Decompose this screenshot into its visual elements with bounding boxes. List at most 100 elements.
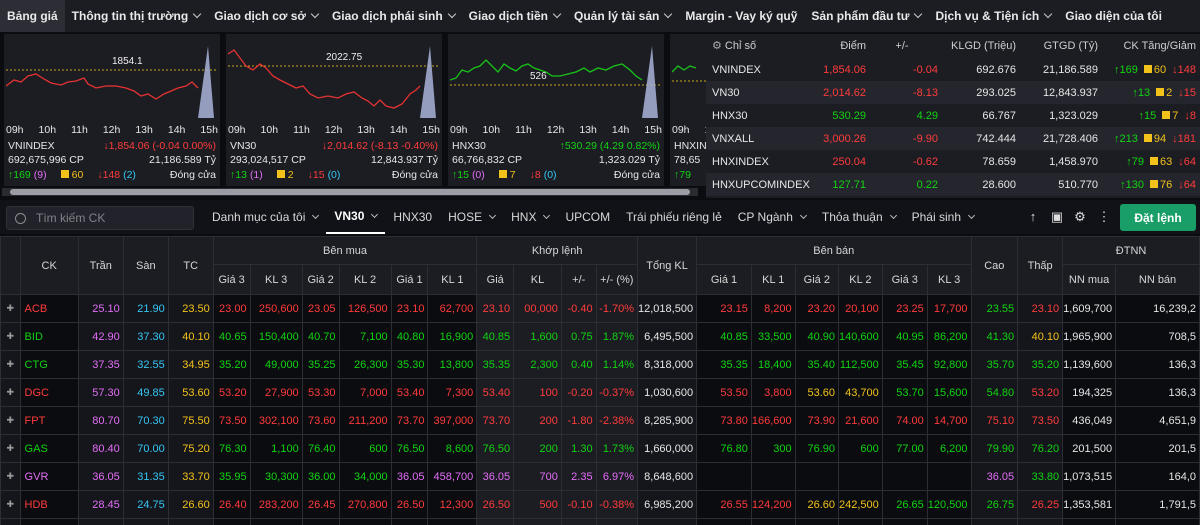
table-row[interactable]: ✚ HDB 28.45 24.75 26.60 26.40 283,200 26.45 270,… [0, 490, 1200, 519]
pin-icon[interactable]: ✚ [0, 434, 21, 463]
subheader-col[interactable]: KL [513, 264, 562, 295]
subheader-col[interactable]: KL 2 [838, 264, 883, 295]
subheader-col[interactable]: Giá 1 [696, 264, 752, 295]
place-order-button[interactable]: Đặt lệnh [1120, 204, 1196, 231]
pin-icon[interactable]: ✚ [0, 350, 21, 379]
col-ck[interactable]: CK [19, 236, 79, 295]
menu-item-0[interactable]: Bảng giá [0, 0, 65, 32]
breadth-down: ↓181 [1172, 132, 1196, 145]
index-row-vn30[interactable]: VN30 2,014.62 -8.13 293.025 12,843.937 ↑13 2 ↓1… [706, 81, 1200, 104]
tab-7[interactable]: CP Ngành [730, 200, 814, 234]
index-value: 12,843.937 [1042, 86, 1098, 99]
time-axis: 09h 10h 11h 12h 13h 14h 15h [6, 124, 218, 136]
menu-item-5[interactable]: Quản lý tài sản [567, 0, 678, 32]
subheader-col[interactable]: KL 3 [926, 264, 972, 295]
total-volume: 6,495,500 [637, 322, 698, 351]
tab-2[interactable]: HNX30 [385, 200, 440, 234]
index-row-vnxall[interactable]: VNXALL 3,000.26 -9.90 742.444 21,728.406 ↑213… [706, 127, 1200, 150]
table-row[interactable]: ✚ CTG 37.35 32.55 34.95 35.20 49,000 35.25 26,30… [0, 350, 1200, 379]
subheader-col[interactable]: Giá 1 [390, 264, 429, 295]
tab-6[interactable]: Trái phiếu riêng lẻ [618, 200, 730, 234]
subheader-col[interactable]: Giá 2 [301, 264, 340, 295]
excel-icon[interactable]: ▣ [1050, 209, 1064, 224]
subheader-col[interactable]: Giá 3 [881, 264, 928, 295]
menu-item-4[interactable]: Giao dịch tiền [462, 0, 567, 32]
menu-item-3[interactable]: Giao dịch phái sinh [325, 0, 462, 32]
menu-item-7[interactable]: Sản phẩm đầu tư [804, 0, 928, 32]
table-row[interactable]: ✚HPG29.6525.8527.7527.50516,60027.55880,… [0, 518, 1200, 525]
index-row-hnxindex[interactable]: HNXINDEX 250.04 -0.62 78.659 1,458.970 ↑79 63 ↓… [706, 150, 1200, 173]
subheader-col[interactable]: KL 3 [249, 264, 303, 295]
subheader-col[interactable]: Giá [476, 264, 515, 295]
pin-icon[interactable]: ✚ [0, 294, 21, 323]
pin-icon[interactable]: ✚ [0, 462, 21, 491]
menu-item-1[interactable]: Thông tin thị trường [65, 0, 208, 32]
bid-price-3: 35.20 [212, 350, 251, 379]
subheader-col[interactable]: KL 1 [750, 264, 796, 295]
settings-icon[interactable]: ⚙ [712, 40, 725, 52]
group-foreign[interactable]: ĐTNN [1062, 236, 1200, 265]
sort-up-icon[interactable]: ↑ [1029, 209, 1037, 224]
pin-icon[interactable]: ✚ [0, 322, 21, 351]
pin-icon[interactable]: ✚ [0, 518, 21, 525]
pin-icon[interactable]: ✚ [0, 490, 21, 519]
breadth-dn-floor: (0) [327, 169, 341, 181]
col-high[interactable]: Cao [970, 236, 1019, 295]
chart-card-vn30[interactable]: 2022.75 09h 10h 11h 12h 13h 14h 15h VN30 ↓2,014.6… [226, 34, 442, 186]
pin-icon[interactable]: ✚ [0, 378, 21, 407]
tab-8[interactable]: Thỏa thuận [814, 200, 904, 234]
tab-4[interactable]: HNX [503, 200, 557, 234]
chart-ref-value: 1854.1 [112, 56, 143, 67]
index-row-vnindex[interactable]: VNINDEX 1,854.06 -0.04 692.676 21,186.589 ↑16… [706, 58, 1200, 81]
menu-item-9[interactable]: Giao diện của tôi [1058, 0, 1169, 32]
subheader-col[interactable]: +/- (%) [595, 264, 639, 295]
table-row[interactable]: ✚ ACB 25.10 21.90 23.50 23.00 250,600 23.05 126,… [0, 294, 1200, 323]
table-row[interactable]: ✚ DGC 57.30 49.85 53.60 53.20 27,900 53.30 7,000… [0, 378, 1200, 407]
table-row[interactable]: ✚ GVR 36.05 31.35 33.70 35.95 30,300 36.00 34,00… [0, 462, 1200, 491]
group-match[interactable]: Khớp lệnh [476, 236, 639, 265]
index-point: 530.29 [832, 109, 866, 122]
col-low[interactable]: Thấp [1017, 236, 1064, 295]
search-input[interactable]: Tìm kiếm CK [6, 206, 194, 230]
tab-label: Thỏa thuận [821, 210, 883, 224]
index-row-hnx30[interactable]: HNX30 530.29 4.29 66.767 1,323.029 ↑15 7 ↓8 [706, 104, 1200, 127]
subheader-col[interactable]: +/- [560, 264, 597, 295]
charts-scrollbar[interactable] [2, 188, 698, 196]
subheader-col[interactable]: Giá 2 [794, 264, 840, 295]
tab-3[interactable]: HOSE [440, 200, 503, 234]
tab-0[interactable]: Danh mục của tôi [204, 200, 326, 234]
tab-1[interactable]: VN30 [326, 200, 386, 234]
floor-price: 37.30 [122, 322, 169, 351]
chart-card-vnindex[interactable]: 1854.1 09h 10h 11h 12h 13h 14h 15h VNINDEX ↓1,854… [4, 34, 220, 186]
menu-item-8[interactable]: Dịch vụ & Tiện ích [928, 0, 1058, 32]
group-buy[interactable]: Bên mua [212, 236, 478, 265]
pin-header[interactable] [0, 236, 21, 295]
table-row[interactable]: ✚ GAS 80.40 70.00 75.20 76.30 1,100 76.40 600 76.… [0, 434, 1200, 463]
index-breadth: ↑79 63 ↓64 [1098, 156, 1200, 168]
col-total-volume[interactable]: Tổng KL [637, 236, 698, 295]
ask-price-3: 77.00 [881, 434, 928, 463]
subheader-col[interactable]: NN bán [1115, 264, 1200, 295]
subheader-col[interactable]: KL 2 [338, 264, 392, 295]
more-icon[interactable]: ⋮ [1097, 209, 1111, 224]
subheader-col[interactable]: KL 1 [427, 264, 478, 295]
subheader-col[interactable]: NN mua [1062, 264, 1117, 295]
scrollbar-thumb[interactable] [10, 189, 690, 195]
subheader-col[interactable]: Giá 3 [212, 264, 251, 295]
time-label: 15h [200, 124, 218, 136]
col-ceiling[interactable]: Trần [77, 236, 124, 295]
col-floor[interactable]: Sàn [122, 236, 169, 295]
gear-icon[interactable]: ⚙ [1074, 209, 1086, 224]
menu-item-2[interactable]: Giao dịch cơ sở [207, 0, 325, 32]
table-row[interactable]: ✚ FPT 80.70 70.30 75.50 73.50 302,100 73.60 211,… [0, 406, 1200, 435]
tab-9[interactable]: Phái sinh [904, 200, 982, 234]
chart-card-hnx30[interactable]: 526 09h 10h 11h 12h 13h 14h 15h HNX30 ↑530.29 (4.… [448, 34, 664, 186]
index-row-hnxupcomindex[interactable]: HNXUPCOMINDEX 127.71 0.22 28.600 510.770 ↑130… [706, 173, 1200, 196]
menu-item-6[interactable]: Margin - Vay ký quỹ [678, 0, 804, 32]
group-sell[interactable]: Bên bán [696, 236, 972, 265]
pin-icon[interactable]: ✚ [0, 406, 21, 435]
tab-5[interactable]: UPCOM [557, 200, 618, 234]
col-reference[interactable]: TC [167, 236, 214, 295]
foreign-sell: 708,5 [1115, 322, 1200, 351]
table-row[interactable]: ✚ BID 42.90 37.30 40.10 40.65 150,400 40.70 7,10… [0, 322, 1200, 351]
